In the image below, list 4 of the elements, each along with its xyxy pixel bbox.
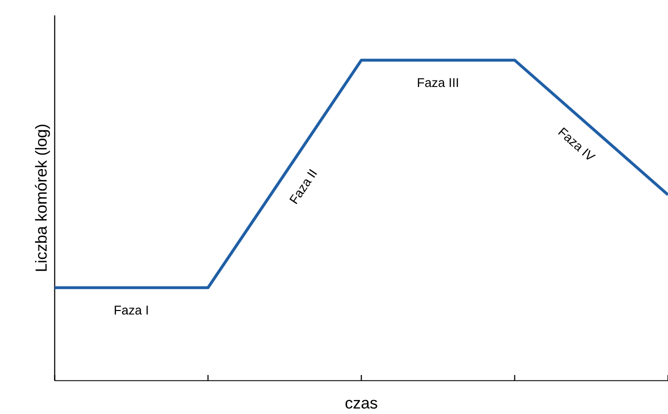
x-axis-title: czas xyxy=(346,400,378,409)
annotation: Faza III xyxy=(418,78,458,88)
annotation: Faza I xyxy=(114,306,148,315)
y-axis-title: Liczba komórek (log) xyxy=(34,124,50,271)
